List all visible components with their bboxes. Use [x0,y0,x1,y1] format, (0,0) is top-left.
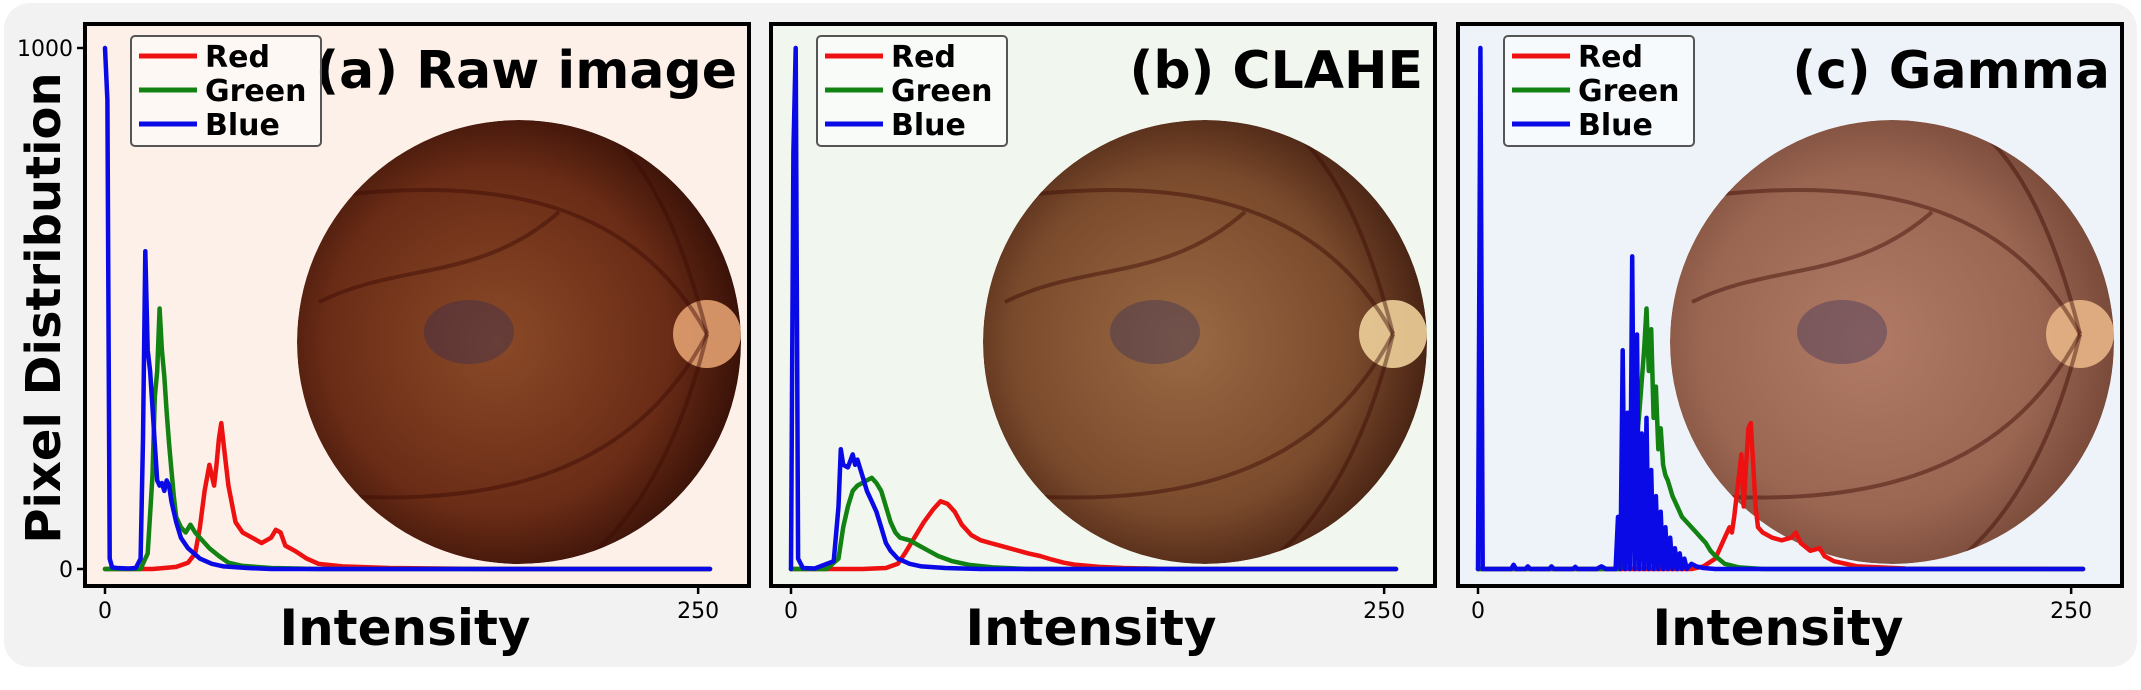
series-line-red [788,499,1399,572]
legend-label-red: Red [891,40,956,75]
blood-vessel [318,210,561,304]
series-line-blue [788,45,1399,572]
retina-fundus-image [1670,120,2114,564]
panel-title: (a) Raw image [315,41,737,101]
x-axis-label: Intensity [965,599,1216,657]
blood-vessel [1691,210,1934,304]
legend-label-blue: Blue [205,108,280,143]
plot-frame [1456,22,2124,588]
x-tick-label: 250 [2050,599,2092,624]
series-line-blue [102,45,713,572]
blood-vessel [297,333,709,500]
legend-label-red: Red [1578,40,1643,75]
panel-title: (c) Gamma [1792,41,2110,101]
blood-vessel [983,333,1395,500]
y-tick-label: 0 [59,558,73,583]
series-line-blue [1475,45,2086,572]
x-tick-label: 0 [1471,599,1485,624]
macula [424,300,514,364]
optic-disc [2046,300,2114,368]
blood-vessel [297,188,709,335]
panel-title: (b) CLAHE [1130,41,1423,101]
x-tick-label: 250 [677,599,719,624]
x-tick-label: 0 [98,599,112,624]
series-line-red [102,420,713,572]
plot-frame [83,22,751,588]
legend-label-blue: Blue [1578,108,1653,143]
series-line-red [1475,420,2086,572]
panel-0: 0 250 0 1000 Intensity (a) Raw image RedGreenB… [17,22,751,657]
blood-vessel [983,188,1395,335]
optic-disc [673,300,741,368]
x-tick-label: 0 [784,599,798,624]
series-line-green [788,475,1399,572]
legend-label-red: Red [205,40,270,75]
x-axis-label: Intensity [1652,599,1903,657]
legend-box [816,35,1008,147]
fundus-disc [1670,120,2114,564]
fundus-disc [297,120,741,564]
y-axis-label: Pixel Distribution [16,72,72,543]
legend-label-green: Green [1578,74,1679,109]
x-axis-label: Intensity [279,599,530,657]
macula [1797,300,1887,364]
blood-vessel [1670,188,2082,335]
legend-box [130,35,322,147]
legend-box [1503,35,1695,147]
y-tick-label: 1000 [17,37,73,62]
macula [1110,300,1200,364]
legend-label-green: Green [891,74,992,109]
legend-label-green: Green [205,74,306,109]
blood-vessel [1004,210,1247,304]
plot-frame [769,22,1437,588]
x-tick-label: 250 [1363,599,1405,624]
optic-disc [1359,300,1427,368]
fundus-disc [983,120,1427,564]
legend-label-blue: Blue [891,108,966,143]
